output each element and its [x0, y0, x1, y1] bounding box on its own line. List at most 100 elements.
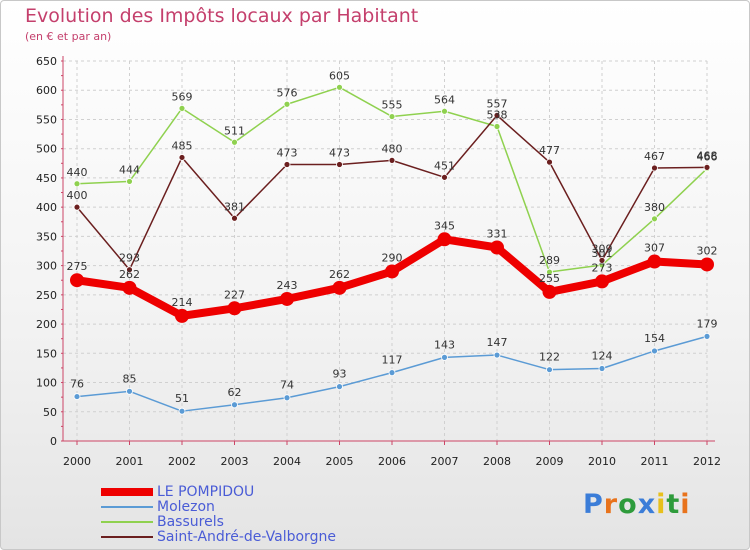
data-label: 262 — [329, 268, 350, 281]
logo-letter: i — [656, 489, 667, 520]
data-point — [385, 264, 399, 279]
data-point — [493, 351, 501, 359]
y-tick-label: 100 — [36, 377, 57, 390]
data-point — [70, 273, 84, 288]
data-label: 302 — [697, 244, 718, 257]
data-point — [598, 365, 606, 372]
x-tick-label: 2003 — [221, 455, 249, 468]
data-label: 605 — [329, 69, 350, 82]
x-tick-label: 2000 — [63, 455, 91, 468]
data-label: 557 — [487, 97, 508, 110]
x-tick-label: 2009 — [536, 455, 564, 468]
data-label: 227 — [224, 288, 245, 301]
series-layer — [70, 83, 714, 415]
y-tick-label: 650 — [36, 55, 57, 68]
data-label: 466 — [697, 151, 718, 164]
data-point — [546, 366, 553, 374]
data-label: 477 — [539, 144, 560, 157]
data-label: 179 — [697, 317, 718, 330]
data-label: 576 — [277, 86, 298, 99]
logo-letter: r — [603, 489, 619, 520]
data-point — [178, 407, 186, 415]
data-label: 331 — [487, 227, 508, 240]
data-point — [490, 240, 504, 255]
logo-letter: t — [666, 489, 681, 520]
y-tick-label: 50 — [43, 406, 57, 419]
data-label: 345 — [434, 219, 455, 232]
data-label: 451 — [434, 159, 455, 172]
data-label: 309 — [592, 242, 613, 255]
data-label: 143 — [434, 338, 455, 351]
data-point — [122, 280, 137, 295]
x-tick-label: 2012 — [693, 455, 721, 468]
data-label: 307 — [644, 242, 665, 255]
legend-label: LE POMPIDOU — [157, 484, 255, 500]
data-label: 275 — [67, 260, 88, 273]
data-label: 473 — [329, 146, 350, 159]
data-point — [126, 178, 133, 185]
data-point — [336, 161, 343, 168]
y-tick-label: 300 — [36, 260, 57, 273]
data-point — [651, 164, 658, 172]
data-label: 381 — [224, 200, 245, 213]
data-label: 467 — [644, 150, 665, 163]
data-point — [283, 394, 291, 402]
data-point — [73, 203, 81, 211]
data-point — [651, 215, 658, 223]
x-tick-label: 2004 — [273, 455, 301, 468]
data-point — [441, 173, 448, 181]
data-label: 74 — [280, 379, 294, 392]
proxiti-logo: Proxiti — [583, 489, 691, 520]
data-label: 301 — [592, 247, 613, 260]
data-point — [231, 401, 238, 409]
data-point — [126, 266, 133, 274]
data-label: 468 — [697, 149, 718, 162]
legend-label: Molezon — [157, 499, 215, 515]
legend-label: Bassurels — [157, 514, 224, 530]
chart-title: Evolution des Impôts locaux par Habitant — [25, 5, 419, 27]
data-label: 538 — [487, 108, 508, 121]
logo-letter: P — [583, 489, 604, 520]
logo-letter: i — [680, 489, 691, 520]
data-point — [388, 369, 396, 377]
data-label: 511 — [224, 124, 245, 137]
data-point — [546, 268, 553, 276]
data-point — [126, 387, 133, 395]
data-label: 473 — [277, 146, 298, 159]
data-point — [700, 257, 714, 272]
data-label: 400 — [67, 189, 88, 202]
data-point — [73, 180, 81, 188]
y-tick-label: 500 — [36, 143, 57, 156]
x-tick-label: 2002 — [168, 455, 196, 468]
logo-letter: o — [618, 489, 638, 520]
data-point — [332, 280, 347, 295]
data-label: 555 — [382, 99, 403, 112]
x-tick-label: 2001 — [116, 455, 144, 468]
data-label: 480 — [382, 142, 403, 155]
chart-subtitle: (en € et par an) — [25, 30, 112, 43]
data-label: 444 — [119, 163, 140, 176]
data-point — [598, 256, 606, 264]
data-label: 62 — [228, 386, 242, 399]
legend-label: Saint-André-de-Valborgne — [157, 529, 336, 545]
y-tick-label: 400 — [36, 201, 57, 214]
data-label: 290 — [382, 251, 403, 264]
data-point — [703, 332, 711, 340]
data-label: 564 — [434, 93, 455, 106]
data-label: 117 — [382, 354, 403, 367]
legend-swatch-molezon — [101, 506, 153, 508]
data-label: 262 — [119, 268, 140, 281]
data-point — [231, 214, 238, 222]
y-tick-label: 350 — [36, 230, 57, 243]
data-label: 51 — [175, 392, 189, 405]
data-point — [283, 161, 291, 168]
y-tick-label: 200 — [36, 318, 57, 331]
data-label: 255 — [539, 272, 560, 285]
data-label: 485 — [172, 139, 193, 152]
data-label: 85 — [123, 372, 137, 385]
data-point — [231, 138, 238, 146]
data-label: 93 — [333, 368, 347, 381]
